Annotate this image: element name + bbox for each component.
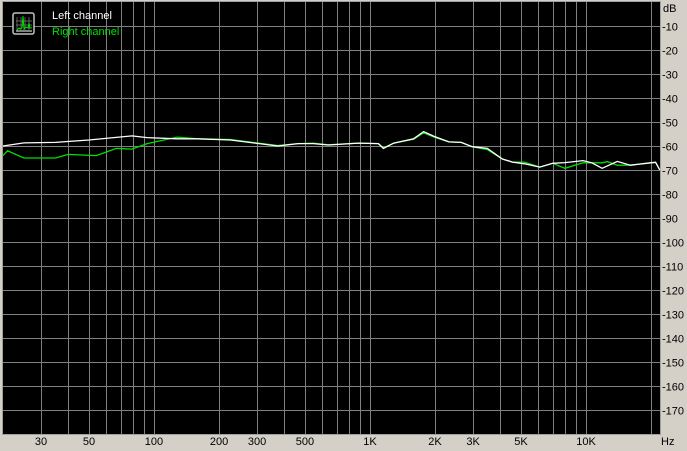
y-tick-label: -60 <box>662 142 678 154</box>
y-tick-label: -100 <box>662 238 684 250</box>
legend-left-channel: Left channel <box>52 10 112 22</box>
legend: Left channel Right channel <box>12 10 119 38</box>
x-tick-label: 50 <box>83 436 95 448</box>
y-tick-label: -20 <box>662 46 678 58</box>
legend-spectrum-icon <box>12 12 35 35</box>
x-tick-label: 100 <box>145 436 163 448</box>
y-tick-label: -170 <box>662 406 684 418</box>
x-tick-label: 300 <box>248 436 266 448</box>
y-tick-label: -140 <box>662 334 684 346</box>
y-tick-label: -30 <box>662 70 678 82</box>
y-tick-label: -80 <box>662 190 678 202</box>
x-tick-label: 3K <box>466 436 480 448</box>
y-tick-label: -50 <box>662 118 678 130</box>
y-tick-label: -160 <box>662 382 684 394</box>
y-tick-label: -70 <box>662 166 678 178</box>
x-tick-label: 2K <box>428 436 442 448</box>
series-lines <box>2 130 661 171</box>
x-tick-label: 200 <box>210 436 228 448</box>
x-tick-label: 500 <box>296 436 314 448</box>
y-tick-label: -90 <box>662 214 678 226</box>
legend-right-channel: Right channel <box>52 26 119 38</box>
x-tick-label: 5K <box>514 436 528 448</box>
plot-border <box>2 1 661 435</box>
x-tick-label: 1K <box>363 436 377 448</box>
series-line-left-channel <box>2 130 661 171</box>
x-tick-label: 30 <box>35 436 47 448</box>
y-tick-label: -40 <box>662 94 678 106</box>
x-tick-label: 10K <box>576 436 596 448</box>
series-line-right-channel <box>2 132 661 171</box>
y-tick-label: -110 <box>662 262 683 274</box>
y-unit-label: dB <box>663 3 676 15</box>
y-tick-label: -150 <box>662 358 684 370</box>
y-tick-label: -130 <box>662 310 684 322</box>
grid <box>2 1 661 435</box>
y-tick-label: -120 <box>662 286 684 298</box>
y-tick-label: -10 <box>662 22 678 34</box>
axis-labels: dB Hz -10 -20 -30 -40 -50 -60 -70 -80 -90 -100 -11… <box>35 3 684 448</box>
x-unit-label: Hz <box>661 436 674 448</box>
